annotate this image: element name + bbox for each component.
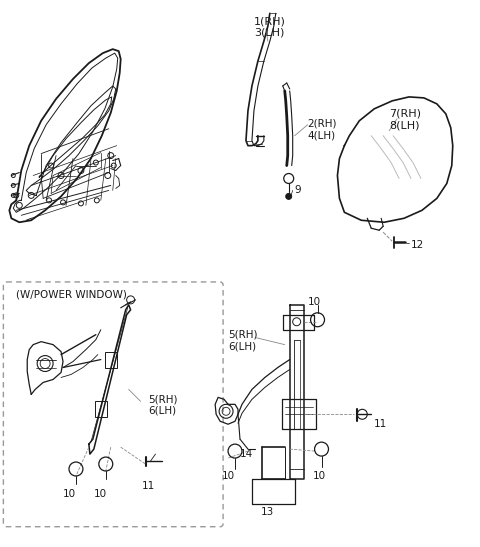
Text: 2(RH)
4(LH): 2(RH) 4(LH) xyxy=(308,119,337,141)
Text: 10: 10 xyxy=(308,297,321,307)
Text: 10: 10 xyxy=(313,471,326,481)
Text: (W/POWER WINDOW): (W/POWER WINDOW) xyxy=(16,290,127,300)
Text: 11: 11 xyxy=(142,481,155,491)
Text: 5(RH)
6(LH): 5(RH) 6(LH) xyxy=(228,330,258,351)
Text: 1(RH)
3(LH): 1(RH) 3(LH) xyxy=(254,16,286,38)
Text: 10: 10 xyxy=(94,489,108,499)
Bar xyxy=(105,352,117,368)
Text: 13: 13 xyxy=(261,507,275,517)
Text: 14: 14 xyxy=(240,449,253,459)
Text: 9: 9 xyxy=(295,185,301,195)
Text: 11: 11 xyxy=(374,419,387,429)
Text: 12: 12 xyxy=(411,240,424,250)
Circle shape xyxy=(286,194,292,199)
Text: 7(RH)
8(LH): 7(RH) 8(LH) xyxy=(389,109,421,130)
Bar xyxy=(95,401,107,417)
Text: 10: 10 xyxy=(62,489,75,499)
Text: 5(RH)
6(LH): 5(RH) 6(LH) xyxy=(148,394,178,416)
Text: 10: 10 xyxy=(221,471,235,481)
